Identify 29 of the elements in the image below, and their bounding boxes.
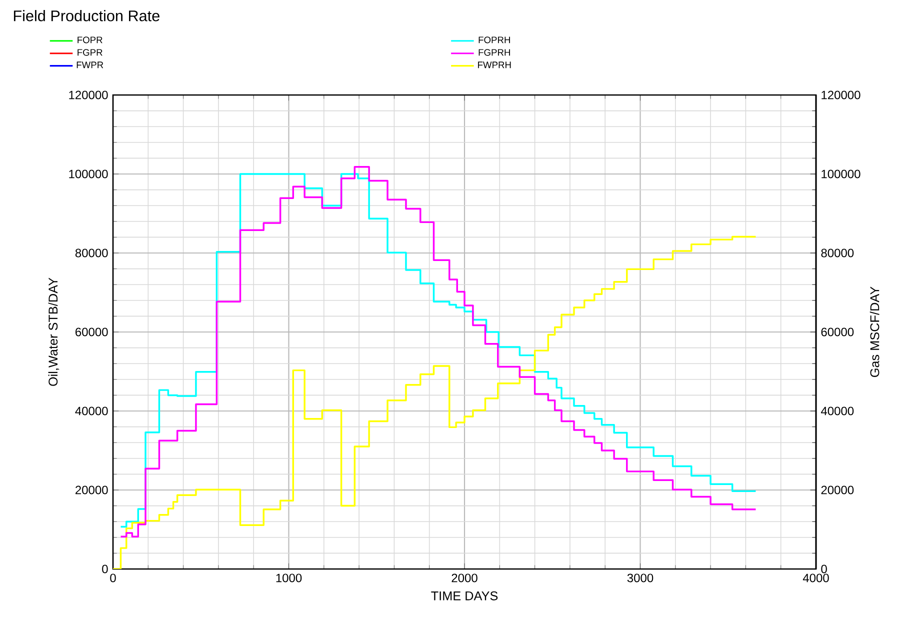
y2-tick-label: 0 (821, 564, 827, 574)
legend-label: FOPR (78, 36, 102, 44)
x-tick-label: 3000 (627, 574, 654, 582)
y2-tick-label: 40000 (820, 406, 854, 416)
x-tick-label: 2000 (452, 574, 478, 582)
y-tick-label: 100000 (69, 170, 108, 178)
x-tick-label: 4000 (802, 574, 829, 582)
legend-label: FGPRH (478, 49, 510, 56)
legend-label: FWPRH (478, 62, 511, 68)
y-tick-label: 60000 (76, 328, 108, 336)
y2-tick-label: 60000 (821, 328, 854, 336)
y-tick-label: 20000 (76, 486, 108, 494)
y2-tick-label: 120000 (822, 90, 860, 100)
chart-title: Field Production Rate (14, 10, 160, 22)
y2-tick-label: 20000 (821, 486, 854, 494)
y2-tick-label: 80000 (821, 248, 854, 258)
legend-label: FOPRH (478, 36, 510, 44)
x-tick-label: 0 (110, 574, 116, 582)
y2-axis-title: Gas MSCF/DAY (870, 286, 880, 377)
legend-label: FWPR (76, 62, 104, 68)
y-tick-label: 0 (102, 564, 108, 574)
y-tick-label: 80000 (75, 248, 108, 258)
y-tick-label: 40000 (75, 406, 108, 416)
x-axis-title: TIME DAYS (431, 591, 498, 600)
y-tick-label: 120000 (69, 90, 108, 100)
y-axis-title: Oil,Water STB/DAY (48, 278, 60, 386)
legend-label: FGPR (78, 49, 102, 56)
y2-tick-label: 100000 (822, 170, 860, 178)
x-tick-label: 1000 (276, 574, 302, 582)
